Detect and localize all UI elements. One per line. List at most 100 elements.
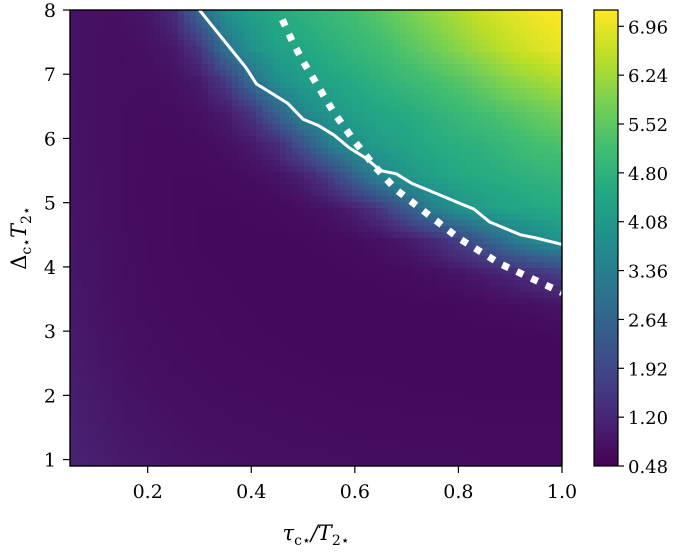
heatmap-cell [472,358,479,365]
heatmap-cell [376,40,383,47]
heatmap-cell [406,28,413,35]
heatmap-cell [154,268,161,275]
heatmap-cell [100,22,107,29]
heatmap-cell [76,160,83,167]
heatmap-cell [160,16,167,23]
heatmap-cell [238,178,245,185]
heatmap-cell [544,70,551,77]
heatmap-cell [82,112,89,119]
heatmap-cell [418,220,425,227]
heatmap-cell [112,352,119,359]
heatmap-cell [370,268,377,275]
heatmap-cell [496,268,503,275]
heatmap-cell [550,160,557,167]
heatmap-cell [124,82,131,89]
heatmap-cell [160,130,167,137]
heatmap-cell [490,28,497,35]
heatmap-cell [484,352,491,359]
heatmap-cell [214,304,221,311]
heatmap-cell [292,178,299,185]
heatmap-cell [244,202,251,209]
heatmap-cell [334,310,341,317]
heatmap-cell [220,244,227,251]
heatmap-cell [514,76,521,83]
heatmap-cell [346,136,353,143]
heatmap-cell [250,52,257,59]
heatmap-cell [286,22,293,29]
heatmap-cell [244,22,251,29]
heatmap-cell [232,118,239,125]
heatmap-cell [472,352,479,359]
heatmap-cell [190,286,197,293]
heatmap-cell [268,328,275,335]
heatmap-cell [370,16,377,23]
heatmap-cell [274,160,281,167]
heatmap-cell [550,358,557,365]
heatmap-cell [196,304,203,311]
heatmap-cell [448,10,455,17]
heatmap-cell [436,274,443,281]
heatmap-cell [244,328,251,335]
heatmap-cell [172,262,179,269]
heatmap-cell [88,280,95,287]
heatmap-cell [550,256,557,263]
heatmap-cell [238,370,245,377]
heatmap-cell [142,136,149,143]
heatmap-cell [268,352,275,359]
heatmap-cell [394,274,401,281]
heatmap-cell [502,166,509,173]
heatmap-cell [430,46,437,53]
heatmap-cell [538,358,545,365]
heatmap-cell [244,340,251,347]
heatmap-cell [484,220,491,227]
heatmap-cell [424,280,431,287]
heatmap-cell [250,310,257,317]
heatmap-cell [178,52,185,59]
heatmap-cell [118,232,125,239]
heatmap-cell [208,292,215,299]
heatmap-cell [412,112,419,119]
heatmap-cell [172,10,179,17]
heatmap-cell [472,112,479,119]
heatmap-cell [358,190,365,197]
heatmap-cell [130,268,137,275]
heatmap-cell [526,340,533,347]
heatmap-cell [520,166,527,173]
heatmap-cell [238,364,245,371]
heatmap-cell [148,52,155,59]
heatmap-cell [190,316,197,323]
heatmap-cell [556,40,562,47]
heatmap-cell [88,232,95,239]
heatmap-cell [70,340,77,347]
heatmap-cell [154,58,161,65]
heatmap-cell [430,262,437,269]
heatmap-cell [436,118,443,125]
heatmap-cell [538,304,545,311]
heatmap-cell [214,76,221,83]
heatmap-cell [508,280,515,287]
heatmap-cell [328,154,335,161]
heatmap-cell [538,280,545,287]
heatmap-cell [466,76,473,83]
heatmap-cell [88,238,95,245]
heatmap-cell [508,76,515,83]
heatmap-cell [154,370,161,377]
heatmap-cell [430,172,437,179]
heatmap-cell [532,88,539,95]
heatmap-cell [538,148,545,155]
heatmap-cell [280,346,287,353]
heatmap-cell [310,64,317,71]
heatmap-cell [304,160,311,167]
heatmap-cell [424,166,431,173]
heatmap-cell [202,364,209,371]
heatmap-cell [376,232,383,239]
heatmap-cell [310,298,317,305]
heatmap-cell [220,58,227,65]
heatmap-cell [418,280,425,287]
heatmap-cell [526,220,533,227]
heatmap-cell [286,130,293,137]
heatmap-cell [484,28,491,35]
heatmap-cell [346,304,353,311]
heatmap-cell [442,280,449,287]
heatmap-cell [418,292,425,299]
